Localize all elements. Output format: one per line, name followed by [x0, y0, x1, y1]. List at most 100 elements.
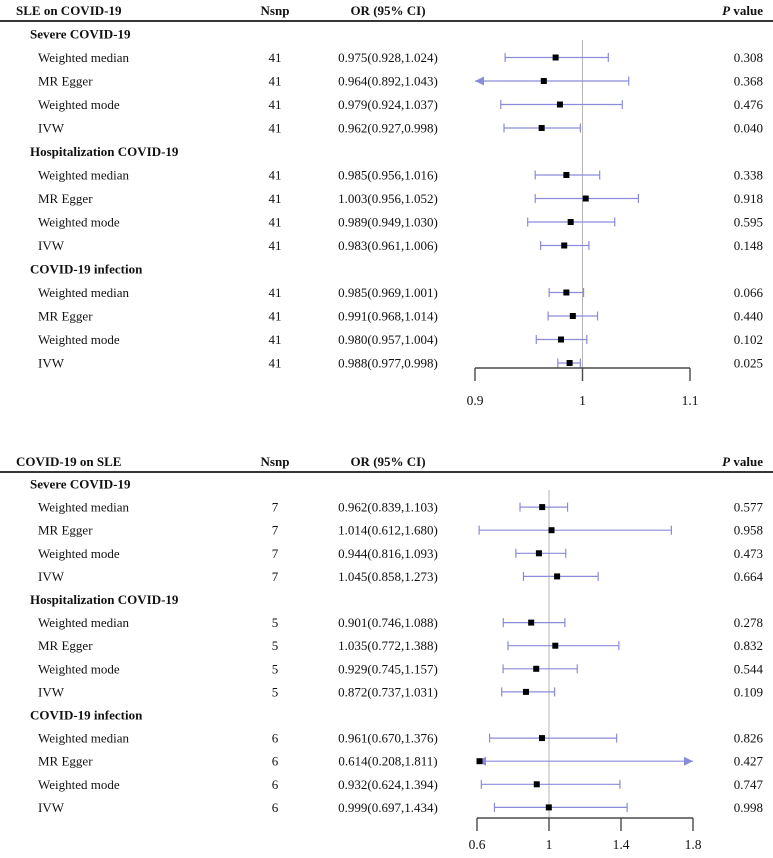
p-value: 0.066	[734, 285, 764, 300]
p-value: 0.102	[734, 332, 763, 347]
col-header-pvalue: P value	[722, 454, 763, 469]
ci-arrow-left	[475, 76, 484, 86]
method-label: Weighted median	[38, 615, 130, 630]
or-point-marker	[554, 573, 561, 580]
method-label: Weighted mode	[38, 215, 120, 230]
or-ci-value: 0.989(0.949,1.030)	[338, 215, 438, 230]
nsnp-value: 41	[269, 238, 282, 253]
p-value: 0.368	[734, 74, 763, 89]
method-label: Weighted median	[38, 168, 130, 183]
x-axis-tick-label: 0.6	[469, 837, 486, 852]
method-label: MR Egger	[38, 309, 93, 324]
group-label: COVID-19 infection	[30, 262, 143, 277]
p-value: 0.338	[734, 168, 763, 183]
or-point-marker	[528, 619, 535, 626]
method-label: Weighted median	[38, 50, 130, 65]
or-ci-value: 0.614(0.208,1.811)	[338, 754, 437, 769]
or-point-marker	[563, 289, 570, 296]
p-value: 0.826	[734, 731, 764, 746]
method-label: IVW	[38, 238, 65, 253]
method-label: Weighted mode	[38, 661, 120, 676]
ci-arrow-right	[684, 756, 693, 766]
method-label: Weighted median	[38, 500, 130, 515]
nsnp-value: 41	[269, 50, 282, 65]
or-point-marker	[552, 54, 559, 61]
or-point-marker	[533, 665, 540, 672]
or-ci-value: 0.980(0.957,1.004)	[338, 332, 438, 347]
or-ci-value: 1.003(0.956,1.052)	[338, 191, 438, 206]
pvalue-header-italic-p: P	[722, 3, 731, 18]
method-label: MR Egger	[38, 754, 93, 769]
group-label: Severe COVID-19	[30, 27, 131, 42]
p-value: 0.958	[734, 523, 763, 538]
or-point-marker	[538, 125, 545, 131]
or-point-marker	[566, 360, 573, 366]
method-label: MR Egger	[38, 638, 93, 653]
col-header-nsnp: Nsnp	[261, 3, 290, 18]
panel-title: COVID-19 on SLE	[16, 454, 121, 469]
nsnp-value: 7	[272, 569, 279, 584]
or-point-marker	[563, 172, 570, 178]
nsnp-value: 6	[272, 731, 279, 746]
or-point-marker	[540, 78, 547, 84]
nsnp-value: 7	[272, 500, 279, 515]
p-value: 0.664	[734, 569, 764, 584]
or-ci-value: 0.964(0.892,1.043)	[338, 74, 438, 89]
x-axis-tick-label: 1.4	[613, 837, 630, 852]
x-axis-tick-label: 1.8	[685, 837, 702, 852]
pvalue-header-italic-p: P	[722, 454, 731, 469]
method-label: MR Egger	[38, 523, 93, 538]
method-label: Weighted mode	[38, 97, 120, 112]
pvalue-header-rest: value	[730, 454, 763, 469]
col-header-or: OR (95% CI)	[350, 454, 425, 469]
nsnp-value: 41	[269, 191, 282, 206]
nsnp-value: 6	[272, 800, 279, 815]
p-value: 0.998	[734, 800, 763, 815]
or-point-marker	[561, 242, 568, 249]
method-label: IVW	[38, 569, 65, 584]
x-axis-tick-label: 0.9	[467, 393, 484, 408]
or-ci-value: 0.991(0.968,1.014)	[338, 309, 438, 324]
or-ci-value: 0.975(0.928,1.024)	[338, 50, 438, 65]
col-header-pvalue: P value	[722, 3, 763, 18]
method-label: Weighted median	[38, 285, 130, 300]
or-point-marker	[539, 504, 546, 511]
method-label: IVW	[38, 121, 65, 136]
nsnp-value: 41	[269, 215, 282, 230]
nsnp-value: 41	[269, 97, 282, 112]
method-label: MR Egger	[38, 74, 93, 89]
or-point-marker	[522, 688, 529, 695]
or-ci-value: 0.961(0.670,1.376)	[338, 731, 438, 746]
p-value: 0.308	[734, 50, 763, 65]
p-value: 0.544	[734, 661, 764, 676]
p-value: 0.595	[734, 215, 763, 230]
or-point-marker	[569, 313, 576, 319]
p-value: 0.040	[734, 121, 763, 136]
method-label: IVW	[38, 684, 65, 699]
or-ci-value: 0.872(0.737,1.031)	[338, 684, 438, 699]
or-point-marker	[476, 758, 483, 765]
method-label: Weighted mode	[38, 546, 120, 561]
col-header-nsnp: Nsnp	[261, 454, 290, 469]
or-ci-value: 0.985(0.956,1.016)	[338, 168, 438, 183]
or-point-marker	[538, 735, 545, 742]
nsnp-value: 41	[269, 74, 282, 89]
x-axis-tick-label: 1	[579, 393, 586, 408]
x-axis-tick-label: 1.1	[682, 393, 699, 408]
p-value: 0.427	[734, 754, 764, 769]
or-point-marker	[533, 781, 540, 788]
or-ci-value: 0.944(0.816,1.093)	[338, 546, 438, 561]
or-ci-value: 0.901(0.746,1.088)	[338, 615, 438, 630]
x-axis-tick-label: 1	[546, 837, 553, 852]
method-label: IVW	[38, 800, 65, 815]
or-ci-value: 1.045(0.858,1.273)	[338, 569, 438, 584]
p-value: 0.577	[734, 500, 764, 515]
p-value: 0.148	[734, 238, 763, 253]
nsnp-value: 41	[269, 121, 282, 136]
nsnp-value: 41	[269, 332, 282, 347]
p-value: 0.025	[734, 356, 763, 371]
group-label: Hospitalization COVID-19	[30, 144, 179, 159]
p-value: 0.440	[734, 309, 763, 324]
or-ci-value: 0.985(0.969,1.001)	[338, 285, 438, 300]
nsnp-value: 5	[272, 615, 279, 630]
